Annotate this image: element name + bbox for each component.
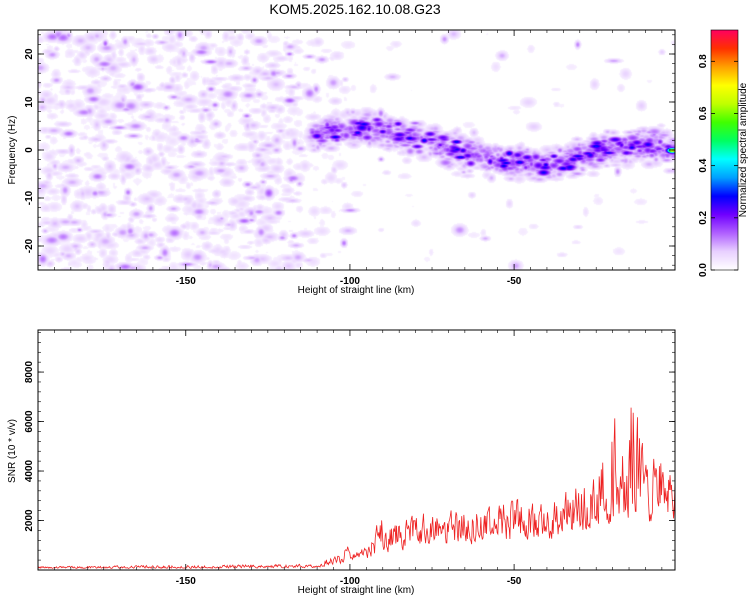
colorbar-ticks: 0.0 0.2 0.4 0.6 0.8 — [698, 54, 738, 277]
colorbar-tick-label: 0.8 — [698, 54, 709, 68]
snr-x-tick-label: -100 — [340, 576, 360, 587]
colorbar-tick-label: 0.4 — [698, 158, 709, 172]
colorbar-frame — [710, 29, 739, 271]
figure-title: KOM5.2025.162.10.08.G23 — [269, 1, 440, 17]
heatmap-x-tick-label: -100 — [340, 276, 360, 287]
snr-x-tick-label: -50 — [507, 576, 522, 587]
colorbar-tick-label: 0.6 — [698, 106, 709, 120]
heatmap-image — [38, 30, 675, 270]
snr-y-tick-label: 6000 — [24, 410, 35, 433]
snr-y-tick-label: 8000 — [24, 361, 35, 384]
snr-panel: -150 -100 -50 2000 4000 6000 8000 Height of st… — [7, 329, 676, 596]
heatmap-y-tick-label: -10 — [24, 190, 35, 205]
heatmap-y-tick-label: -20 — [24, 238, 35, 253]
heatmap-y-tick-label: 10 — [24, 96, 35, 108]
heatmap-y-tick-label: 0 — [24, 147, 35, 153]
heatmap-y-axis-title: Frequency (Hz) — [7, 116, 18, 185]
heatmap-x-tick-label: -150 — [176, 276, 196, 287]
colorbar: 0.0 0.2 0.4 0.6 0.8 Normalized spectral ampl… — [698, 29, 749, 277]
heatmap-x-tick-label: -50 — [507, 276, 522, 287]
snr-y-tick-label: 4000 — [24, 459, 35, 482]
snr-series-line — [37, 407, 676, 569]
heatmap-x-axis-title: Height of straight line (km) — [298, 285, 415, 296]
snr-axes: -150 -100 -50 2000 4000 6000 8000 — [24, 330, 675, 587]
snr-y-tick-label: 2000 — [24, 509, 35, 532]
snr-x-tick-label: -150 — [176, 576, 196, 587]
snr-y-axis-title: SNR (10 * v/v) — [7, 419, 18, 483]
colorbar-gradient — [711, 30, 738, 270]
heatmap-y-tick-label: 20 — [24, 48, 35, 60]
colorbar-label: Normalized spectral amplitude — [738, 82, 749, 217]
snr-x-axis-title: Height of straight line (km) — [298, 585, 415, 596]
colorbar-tick-label: 0.2 — [698, 210, 709, 224]
colorbar-tick-label: 0.0 — [698, 263, 709, 277]
snr-frame — [37, 329, 676, 571]
